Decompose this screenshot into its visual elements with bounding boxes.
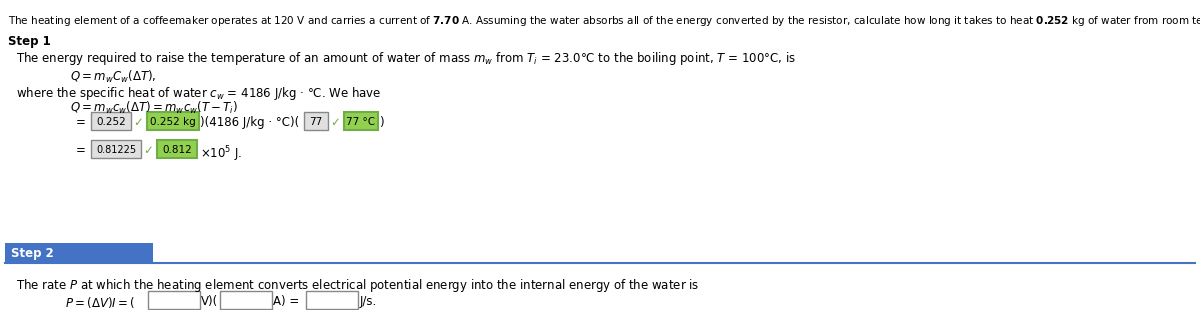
Text: The energy required to raise the temperature of an amount of water of mass $m_w$: The energy required to raise the tempera…: [16, 50, 797, 67]
Text: =: =: [76, 144, 86, 157]
Text: V)(: V)(: [202, 295, 218, 308]
Bar: [91, 112, 131, 130]
Bar: [220, 291, 272, 309]
Text: The rate $P$ at which the heating element converts electrical potential energy i: The rate $P$ at which the heating elemen…: [16, 277, 700, 294]
Text: ✓: ✓: [143, 144, 152, 157]
Bar: [148, 291, 200, 309]
Bar: [5, 243, 154, 263]
Text: $\times 10^5$ J.: $\times 10^5$ J.: [200, 144, 242, 164]
Text: $Q = m_wc_w(\Delta T) = m_wc_w(T - T_i)$: $Q = m_wc_w(\Delta T) = m_wc_w(T - T_i)$: [70, 100, 239, 116]
Text: A) =: A) =: [274, 295, 302, 308]
Text: where the specific heat of water $c_w$ = 4186 J/kg · °C. We have: where the specific heat of water $c_w$ =…: [16, 85, 382, 102]
Text: J/s.: J/s.: [360, 295, 377, 308]
Text: 77: 77: [310, 117, 323, 127]
Text: 0.81225: 0.81225: [96, 145, 136, 155]
Text: ): ): [379, 116, 384, 129]
Text: Step 1: Step 1: [8, 35, 50, 48]
Bar: [157, 140, 197, 158]
Text: 0.812: 0.812: [162, 145, 192, 155]
Text: ✓: ✓: [330, 116, 340, 129]
Bar: [306, 291, 358, 309]
Text: =: =: [76, 116, 86, 129]
Text: )(4186 J/kg · °C)(: )(4186 J/kg · °C)(: [200, 116, 299, 129]
Bar: [91, 140, 142, 158]
Text: 77 °C: 77 °C: [347, 117, 376, 127]
Text: ✓: ✓: [133, 116, 143, 129]
Text: Step 2: Step 2: [11, 247, 54, 260]
Bar: [344, 112, 378, 130]
Bar: [304, 112, 328, 130]
Text: 0.252: 0.252: [96, 117, 126, 127]
Text: The heating element of a coffeemaker operates at 120 V and carries a current of : The heating element of a coffeemaker ope…: [8, 14, 1200, 28]
Bar: [148, 112, 199, 130]
Text: 0.252 kg: 0.252 kg: [150, 117, 196, 127]
Text: $P = (\Delta V)I = ($: $P = (\Delta V)I = ($: [65, 295, 136, 310]
Text: $Q = m_wC_w(\Delta T),$: $Q = m_wC_w(\Delta T),$: [70, 69, 156, 85]
